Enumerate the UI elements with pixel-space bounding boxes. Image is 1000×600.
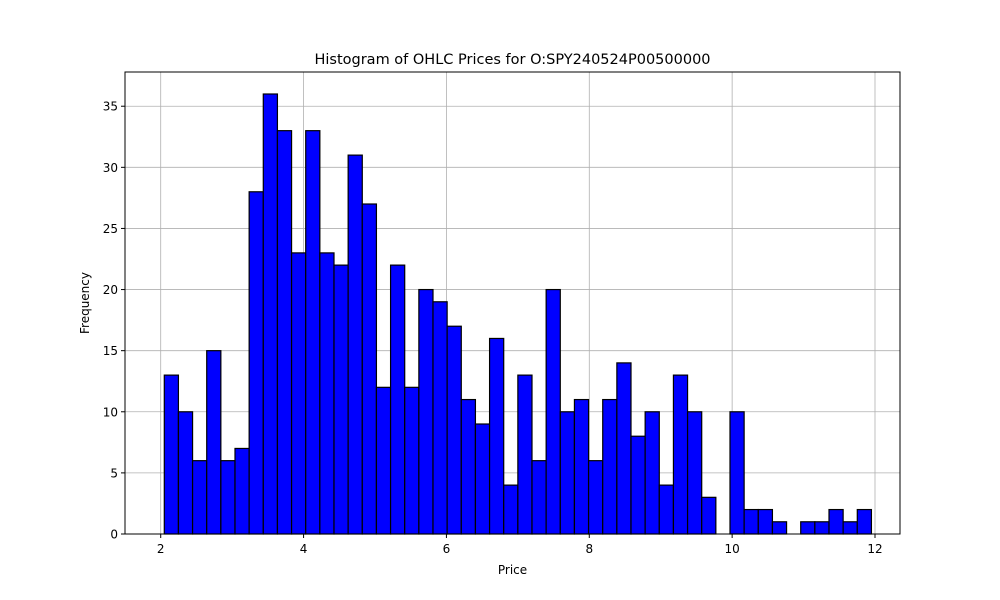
- histogram-bar: [163, 374, 180, 535]
- histogram-bar: [206, 350, 222, 535]
- chart-title: Histogram of OHLC Prices for O:SPY240524…: [314, 52, 710, 68]
- histogram-bar: [248, 191, 264, 535]
- histogram-bar: [587, 460, 604, 535]
- histogram-bar: [602, 398, 618, 535]
- histogram-bar: [361, 203, 378, 535]
- histogram-bar: [545, 288, 561, 535]
- histogram-bars: [163, 93, 873, 535]
- histogram-bar: [460, 398, 477, 535]
- y-tick-label: 5: [110, 466, 118, 480]
- histogram-bar: [757, 508, 774, 535]
- histogram-bar: [305, 130, 321, 535]
- x-tick-label: 8: [585, 542, 593, 556]
- x-tick-label: 2: [157, 542, 165, 556]
- histogram-bar: [375, 386, 392, 535]
- histogram-bar: [404, 386, 420, 535]
- y-tick-label: 25: [103, 222, 118, 236]
- histogram-bar: [220, 460, 236, 535]
- histogram-bar: [432, 301, 448, 535]
- histogram-bar: [262, 93, 279, 535]
- x-tick-label: 12: [867, 542, 882, 556]
- y-tick-label: 35: [103, 100, 118, 114]
- histogram-bar: [503, 484, 519, 535]
- y-tick-label: 15: [103, 344, 118, 358]
- histogram-bar: [347, 154, 363, 535]
- histogram-bar: [743, 508, 759, 535]
- histogram-bar: [616, 362, 632, 535]
- histogram-bar: [559, 411, 576, 535]
- histogram-bar: [672, 374, 689, 535]
- histogram-bar: [319, 252, 335, 535]
- histogram-bar: [573, 398, 590, 535]
- x-tick-label: 6: [443, 542, 451, 556]
- histogram-bar: [389, 264, 406, 535]
- histogram-bar: [630, 435, 646, 535]
- histogram-bar: [771, 521, 788, 535]
- histogram-bar: [191, 460, 208, 535]
- histogram-bar: [729, 411, 745, 535]
- y-tick-label: 30: [103, 161, 118, 175]
- plot-frame: [124, 71, 901, 535]
- axis-ticks: 2 4 6 8 10 12 0 5 10 15 20 25 30 35: [103, 100, 883, 556]
- histogram-bar: [686, 411, 703, 535]
- histogram-bar: [828, 508, 844, 535]
- y-tick-label: 0: [110, 528, 118, 542]
- histogram-bar: [842, 521, 858, 535]
- histogram-bar: [517, 374, 533, 535]
- y-tick-label: 10: [103, 405, 118, 419]
- histogram-bar: [814, 521, 830, 535]
- histogram-bar: [644, 411, 660, 535]
- histogram-bar: [701, 496, 717, 535]
- histogram-bar: [488, 337, 505, 535]
- x-axis-label: Price: [498, 563, 527, 577]
- histogram-bar: [446, 325, 462, 535]
- x-tick-label: 10: [725, 542, 740, 556]
- histogram-bar: [234, 447, 250, 535]
- histogram-bar: [531, 460, 547, 535]
- y-tick-label: 20: [103, 283, 118, 297]
- histogram-bar: [290, 252, 307, 535]
- x-tick-label: 4: [300, 542, 308, 556]
- histogram-bar: [418, 288, 434, 535]
- histogram-bar: [658, 484, 675, 535]
- histogram-bar: [800, 521, 816, 535]
- histogram-bar: [856, 508, 873, 535]
- histogram-bar: [177, 411, 194, 535]
- y-axis-label: Frequency: [78, 272, 92, 334]
- histogram-bar: [474, 423, 491, 535]
- histogram-bar: [276, 130, 293, 535]
- histogram-bar: [333, 264, 349, 535]
